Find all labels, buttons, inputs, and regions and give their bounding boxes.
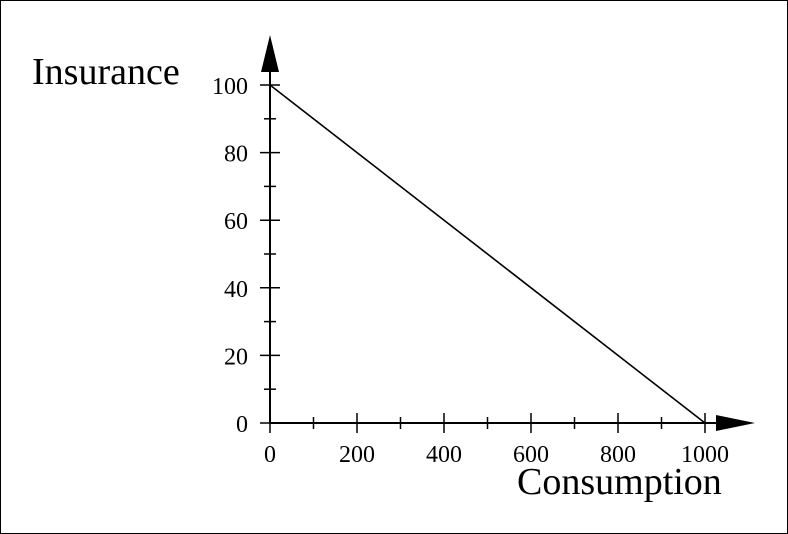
series-group bbox=[269, 84, 706, 424]
x-tick-label: 200 bbox=[339, 442, 375, 468]
x-tick-label: 600 bbox=[513, 442, 549, 468]
x-tick-label: 0 bbox=[264, 442, 276, 468]
axes bbox=[261, 35, 755, 431]
y-tick-label: 60 bbox=[224, 209, 248, 235]
ticks: 0 200 400 600 800 1000 0 20 40 60 80 100 bbox=[212, 74, 729, 468]
y-tick-label: 80 bbox=[224, 142, 248, 168]
y-axis-title: Insurance bbox=[32, 51, 180, 93]
y-axis-arrow bbox=[261, 35, 279, 72]
x-tick-label: 800 bbox=[600, 442, 636, 468]
budget-line bbox=[269, 84, 706, 424]
x-tick-label: 1000 bbox=[681, 442, 729, 468]
x-axis-title: Consumption bbox=[517, 461, 722, 503]
x-tick-label: 400 bbox=[426, 442, 462, 468]
y-tick-label: 0 bbox=[236, 412, 248, 438]
y-tick-label: 20 bbox=[224, 344, 248, 370]
y-tick-label: 40 bbox=[224, 277, 248, 303]
y-tick-label: 100 bbox=[212, 74, 248, 100]
x-axis-arrow bbox=[716, 415, 755, 431]
